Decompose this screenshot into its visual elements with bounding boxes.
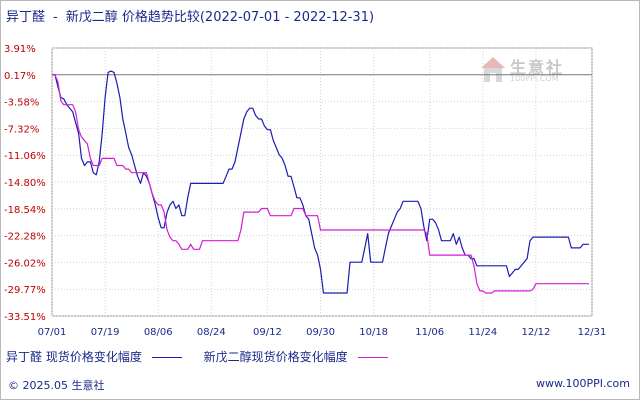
legend-swatch-series2: [357, 357, 388, 358]
y-tick-label: 3.91%: [4, 44, 36, 55]
legend-label-series1: 异丁醛 现货价格变化幅度: [6, 350, 142, 364]
footer-site-link[interactable]: www.100PPI.com: [536, 377, 630, 390]
x-tick-label: 12/12: [522, 327, 551, 338]
y-tick-label: -3.58%: [4, 98, 39, 109]
x-axis: 07/01 07/19 08/06 08/24 09/12 09/30 10/18 11/06…: [38, 327, 607, 338]
grid-layer: [51, 47, 593, 317]
series-line-1: [52, 70, 589, 294]
y-tick-label: 0.17%: [4, 71, 36, 82]
x-tick-label: 11/06: [415, 327, 444, 338]
x-tick-label: 07/01: [38, 327, 67, 338]
x-tick-label: 09/30: [306, 327, 335, 338]
series-layer: [52, 70, 589, 294]
y-tick-label: -33.51%: [4, 312, 46, 323]
legend-item-series1: 异丁醛 现货价格变化幅度: [6, 348, 182, 365]
legend: 异丁醛 现货价格变化幅度 新戊二醇现货价格变化幅度: [6, 348, 406, 365]
series-line-2: [52, 74, 589, 294]
y-tick-label: -14.80%: [4, 178, 46, 189]
y-tick-label: -18.54%: [4, 205, 46, 216]
x-tick-label: 10/18: [359, 327, 388, 338]
legend-label-series2: 新戊二醇现货价格变化幅度: [203, 350, 348, 364]
y-tick-label: -11.06%: [4, 151, 46, 162]
watermark-brand: 生意社: [510, 58, 565, 77]
chart-title: 异丁醛 - 新戊二醇 价格趋势比较(2022-07-01 - 2022-12-31): [6, 6, 374, 25]
title-dash: -: [53, 10, 58, 25]
legend-swatch-series1: [151, 357, 182, 358]
x-tick-label: 09/12: [253, 327, 282, 338]
y-tick-label: -26.02%: [4, 258, 46, 269]
y-tick-label: -29.77%: [4, 285, 46, 296]
x-tick-label: 11/24: [468, 327, 497, 338]
y-tick-label: -7.32%: [4, 124, 39, 135]
watermark: 生意社 100PPI.COM: [478, 52, 574, 92]
x-tick-label: 12/31: [578, 327, 607, 338]
y-axis: 3.91% 0.17% -3.58% -7.32% -11.06% -14.80% -18.…: [4, 44, 46, 323]
x-tick-label: 07/19: [91, 327, 120, 338]
legend-item-series2: 新戊二醇现货价格变化幅度: [204, 348, 388, 365]
footer-copyright: © 2025.05 生意社: [8, 379, 105, 392]
title-compare: 新戊二醇 价格趋势比较(2022-07-01 - 2022-12-31): [65, 10, 375, 25]
watermark-url: 100PPI.COM: [510, 74, 559, 83]
title-product: 异丁醛: [6, 10, 46, 25]
y-tick-label: -22.28%: [4, 232, 46, 243]
x-tick-label: 08/06: [144, 327, 173, 338]
x-tick-label: 08/24: [197, 327, 226, 338]
